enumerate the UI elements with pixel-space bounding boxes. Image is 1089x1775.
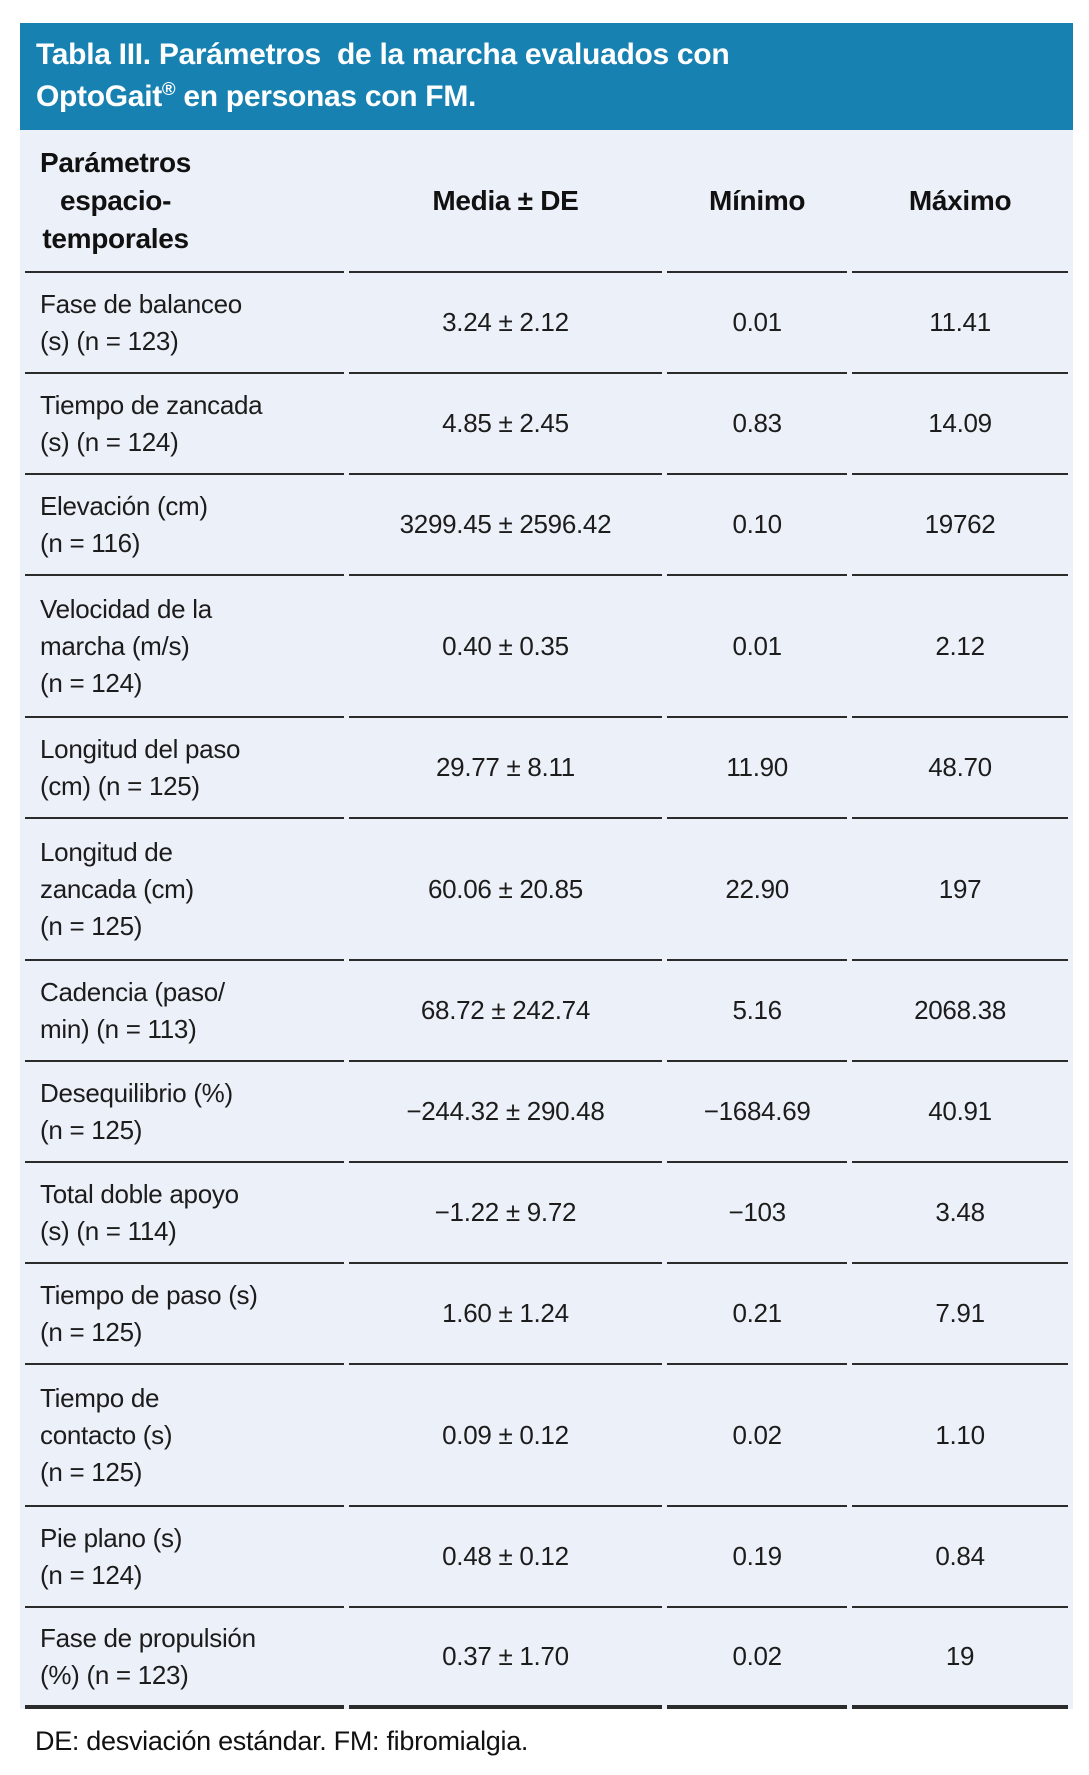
brand-name: OptoGait xyxy=(36,79,162,113)
cell-maximo: 2068.38 xyxy=(852,961,1068,1062)
table-row-desequilibrio: Desequilibrio (%) (n = 125) −244.32 ± 29… xyxy=(25,1062,1068,1163)
row-label: Cadencia (paso/ min) (n = 113) xyxy=(25,961,344,1062)
table-row-total-doble-apoyo: Total doble apoyo (s) (n = 114) −1.22 ± … xyxy=(25,1163,1068,1264)
row-label: Tiempo de contacto (s) (n = 125) xyxy=(25,1365,344,1507)
table-row-velocidad-de-la-marcha: Velocidad de la marcha (m/s) (n = 124) 0… xyxy=(25,576,1068,718)
table-title-line-2: OptoGait® en personas con FM. xyxy=(36,76,1055,118)
row-label: Elevación (cm) (n = 116) xyxy=(25,475,344,576)
row-label: Desequilibrio (%) (n = 125) xyxy=(25,1062,344,1163)
cell-media-de: 68.72 ± 242.74 xyxy=(348,961,663,1062)
cell-media-de: 0.48 ± 0.12 xyxy=(348,1507,663,1608)
cell-minimo: 22.90 xyxy=(667,819,848,961)
table-title-bar: Tabla III. Parámetros de la marcha evalu… xyxy=(20,23,1073,130)
table-row-longitud-de-zancada: Longitud de zancada (cm) (n = 125) 60.06… xyxy=(25,819,1068,961)
cell-maximo: 197 xyxy=(852,819,1068,961)
row-label: Velocidad de la marcha (m/s) (n = 124) xyxy=(25,576,344,718)
cell-media-de: 3299.45 ± 2596.42 xyxy=(348,475,663,576)
table-row-pie-plano: Pie plano (s) (n = 124) 0.48 ± 0.12 0.19… xyxy=(25,1507,1068,1608)
cell-media-de: 1.60 ± 1.24 xyxy=(348,1264,663,1365)
cell-maximo: 1.10 xyxy=(852,1365,1068,1507)
cell-maximo: 3.48 xyxy=(852,1163,1068,1264)
cell-media-de: −1.22 ± 9.72 xyxy=(348,1163,663,1264)
row-label: Tiempo de paso (s) (n = 125) xyxy=(25,1264,344,1365)
cell-maximo: 14.09 xyxy=(852,374,1068,475)
table-title-line-2-rest: en personas con FM. xyxy=(175,79,477,113)
gait-parameters-table: Parámetros espacio- temporales Media ± D… xyxy=(20,130,1073,1709)
table-header: Parámetros espacio- temporales Media ± D… xyxy=(25,130,1068,273)
table-row-tiempo-de-paso: Tiempo de paso (s) (n = 125) 1.60 ± 1.24… xyxy=(25,1264,1068,1365)
cell-maximo: 2.12 xyxy=(852,576,1068,718)
cell-minimo: 5.16 xyxy=(667,961,848,1062)
cell-maximo: 7.91 xyxy=(852,1264,1068,1365)
cell-maximo: 48.70 xyxy=(852,718,1068,819)
row-label: Pie plano (s) (n = 124) xyxy=(25,1507,344,1608)
row-label: Tiempo de zancada (s) (n = 124) xyxy=(25,374,344,475)
cell-media-de: 4.85 ± 2.45 xyxy=(348,374,663,475)
row-label: Total doble apoyo (s) (n = 114) xyxy=(25,1163,344,1264)
registered-trademark-symbol: ® xyxy=(161,77,176,99)
table-row-elevacion: Elevación (cm) (n = 116) 3299.45 ± 2596.… xyxy=(25,475,1068,576)
cell-maximo: 19 xyxy=(852,1608,1068,1709)
table-row-tiempo-de-contacto: Tiempo de contacto (s) (n = 125) 0.09 ± … xyxy=(25,1365,1068,1507)
cell-minimo: 0.02 xyxy=(667,1365,848,1507)
cell-media-de: 29.77 ± 8.11 xyxy=(348,718,663,819)
table-body: Fase de balanceo (s) (n = 123) 3.24 ± 2.… xyxy=(25,273,1068,1709)
cell-minimo: 0.21 xyxy=(667,1264,848,1365)
cell-minimo: 0.01 xyxy=(667,576,848,718)
cell-media-de: 60.06 ± 20.85 xyxy=(348,819,663,961)
header-row: Parámetros espacio- temporales Media ± D… xyxy=(25,130,1068,273)
cell-minimo: 0.10 xyxy=(667,475,848,576)
row-label: Fase de propulsión (%) (n = 123) xyxy=(25,1608,344,1709)
cell-maximo: 0.84 xyxy=(852,1507,1068,1608)
cell-maximo: 11.41 xyxy=(852,273,1068,374)
table-row-tiempo-de-zancada: Tiempo de zancada (s) (n = 124) 4.85 ± 2… xyxy=(25,374,1068,475)
cell-minimo: −103 xyxy=(667,1163,848,1264)
column-header-maximo: Máximo xyxy=(852,130,1068,273)
column-header-media-de: Media ± DE xyxy=(348,130,663,273)
row-label: Fase de balanceo (s) (n = 123) xyxy=(25,273,344,374)
table-row-fase-de-propulsion: Fase de propulsión (%) (n = 123) 0.37 ± … xyxy=(25,1608,1068,1709)
table-title-line-1: Tabla III. Parámetros de la marcha evalu… xyxy=(36,37,730,71)
cell-media-de: 3.24 ± 2.12 xyxy=(348,273,663,374)
row-label: Longitud de zancada (cm) (n = 125) xyxy=(25,819,344,961)
table-footnote: DE: desviación estándar. FM: fibromialgi… xyxy=(35,1726,529,1756)
row-label: Longitud del paso (cm) (n = 125) xyxy=(25,718,344,819)
cell-minimo: 0.19 xyxy=(667,1507,848,1608)
column-header-minimo: Mínimo xyxy=(667,130,848,273)
table-container: Tabla III. Parámetros de la marcha evalu… xyxy=(20,23,1073,1709)
cell-minimo: 0.83 xyxy=(667,374,848,475)
cell-minimo: 0.02 xyxy=(667,1608,848,1709)
cell-minimo: 11.90 xyxy=(667,718,848,819)
cell-maximo: 40.91 xyxy=(852,1062,1068,1163)
cell-media-de: 0.40 ± 0.35 xyxy=(348,576,663,718)
cell-media-de: 0.37 ± 1.70 xyxy=(348,1608,663,1709)
column-header-parameters: Parámetros espacio- temporales xyxy=(25,130,344,273)
table-row-fase-de-balanceo: Fase de balanceo (s) (n = 123) 3.24 ± 2.… xyxy=(25,273,1068,374)
table-row-longitud-del-paso: Longitud del paso (cm) (n = 125) 29.77 ±… xyxy=(25,718,1068,819)
cell-media-de: −244.32 ± 290.48 xyxy=(348,1062,663,1163)
cell-maximo: 19762 xyxy=(852,475,1068,576)
table-row-cadencia: Cadencia (paso/ min) (n = 113) 68.72 ± 2… xyxy=(25,961,1068,1062)
cell-minimo: −1684.69 xyxy=(667,1062,848,1163)
column-header-parameters-label: Parámetros espacio- temporales xyxy=(40,146,192,254)
cell-minimo: 0.01 xyxy=(667,273,848,374)
cell-media-de: 0.09 ± 0.12 xyxy=(348,1365,663,1507)
